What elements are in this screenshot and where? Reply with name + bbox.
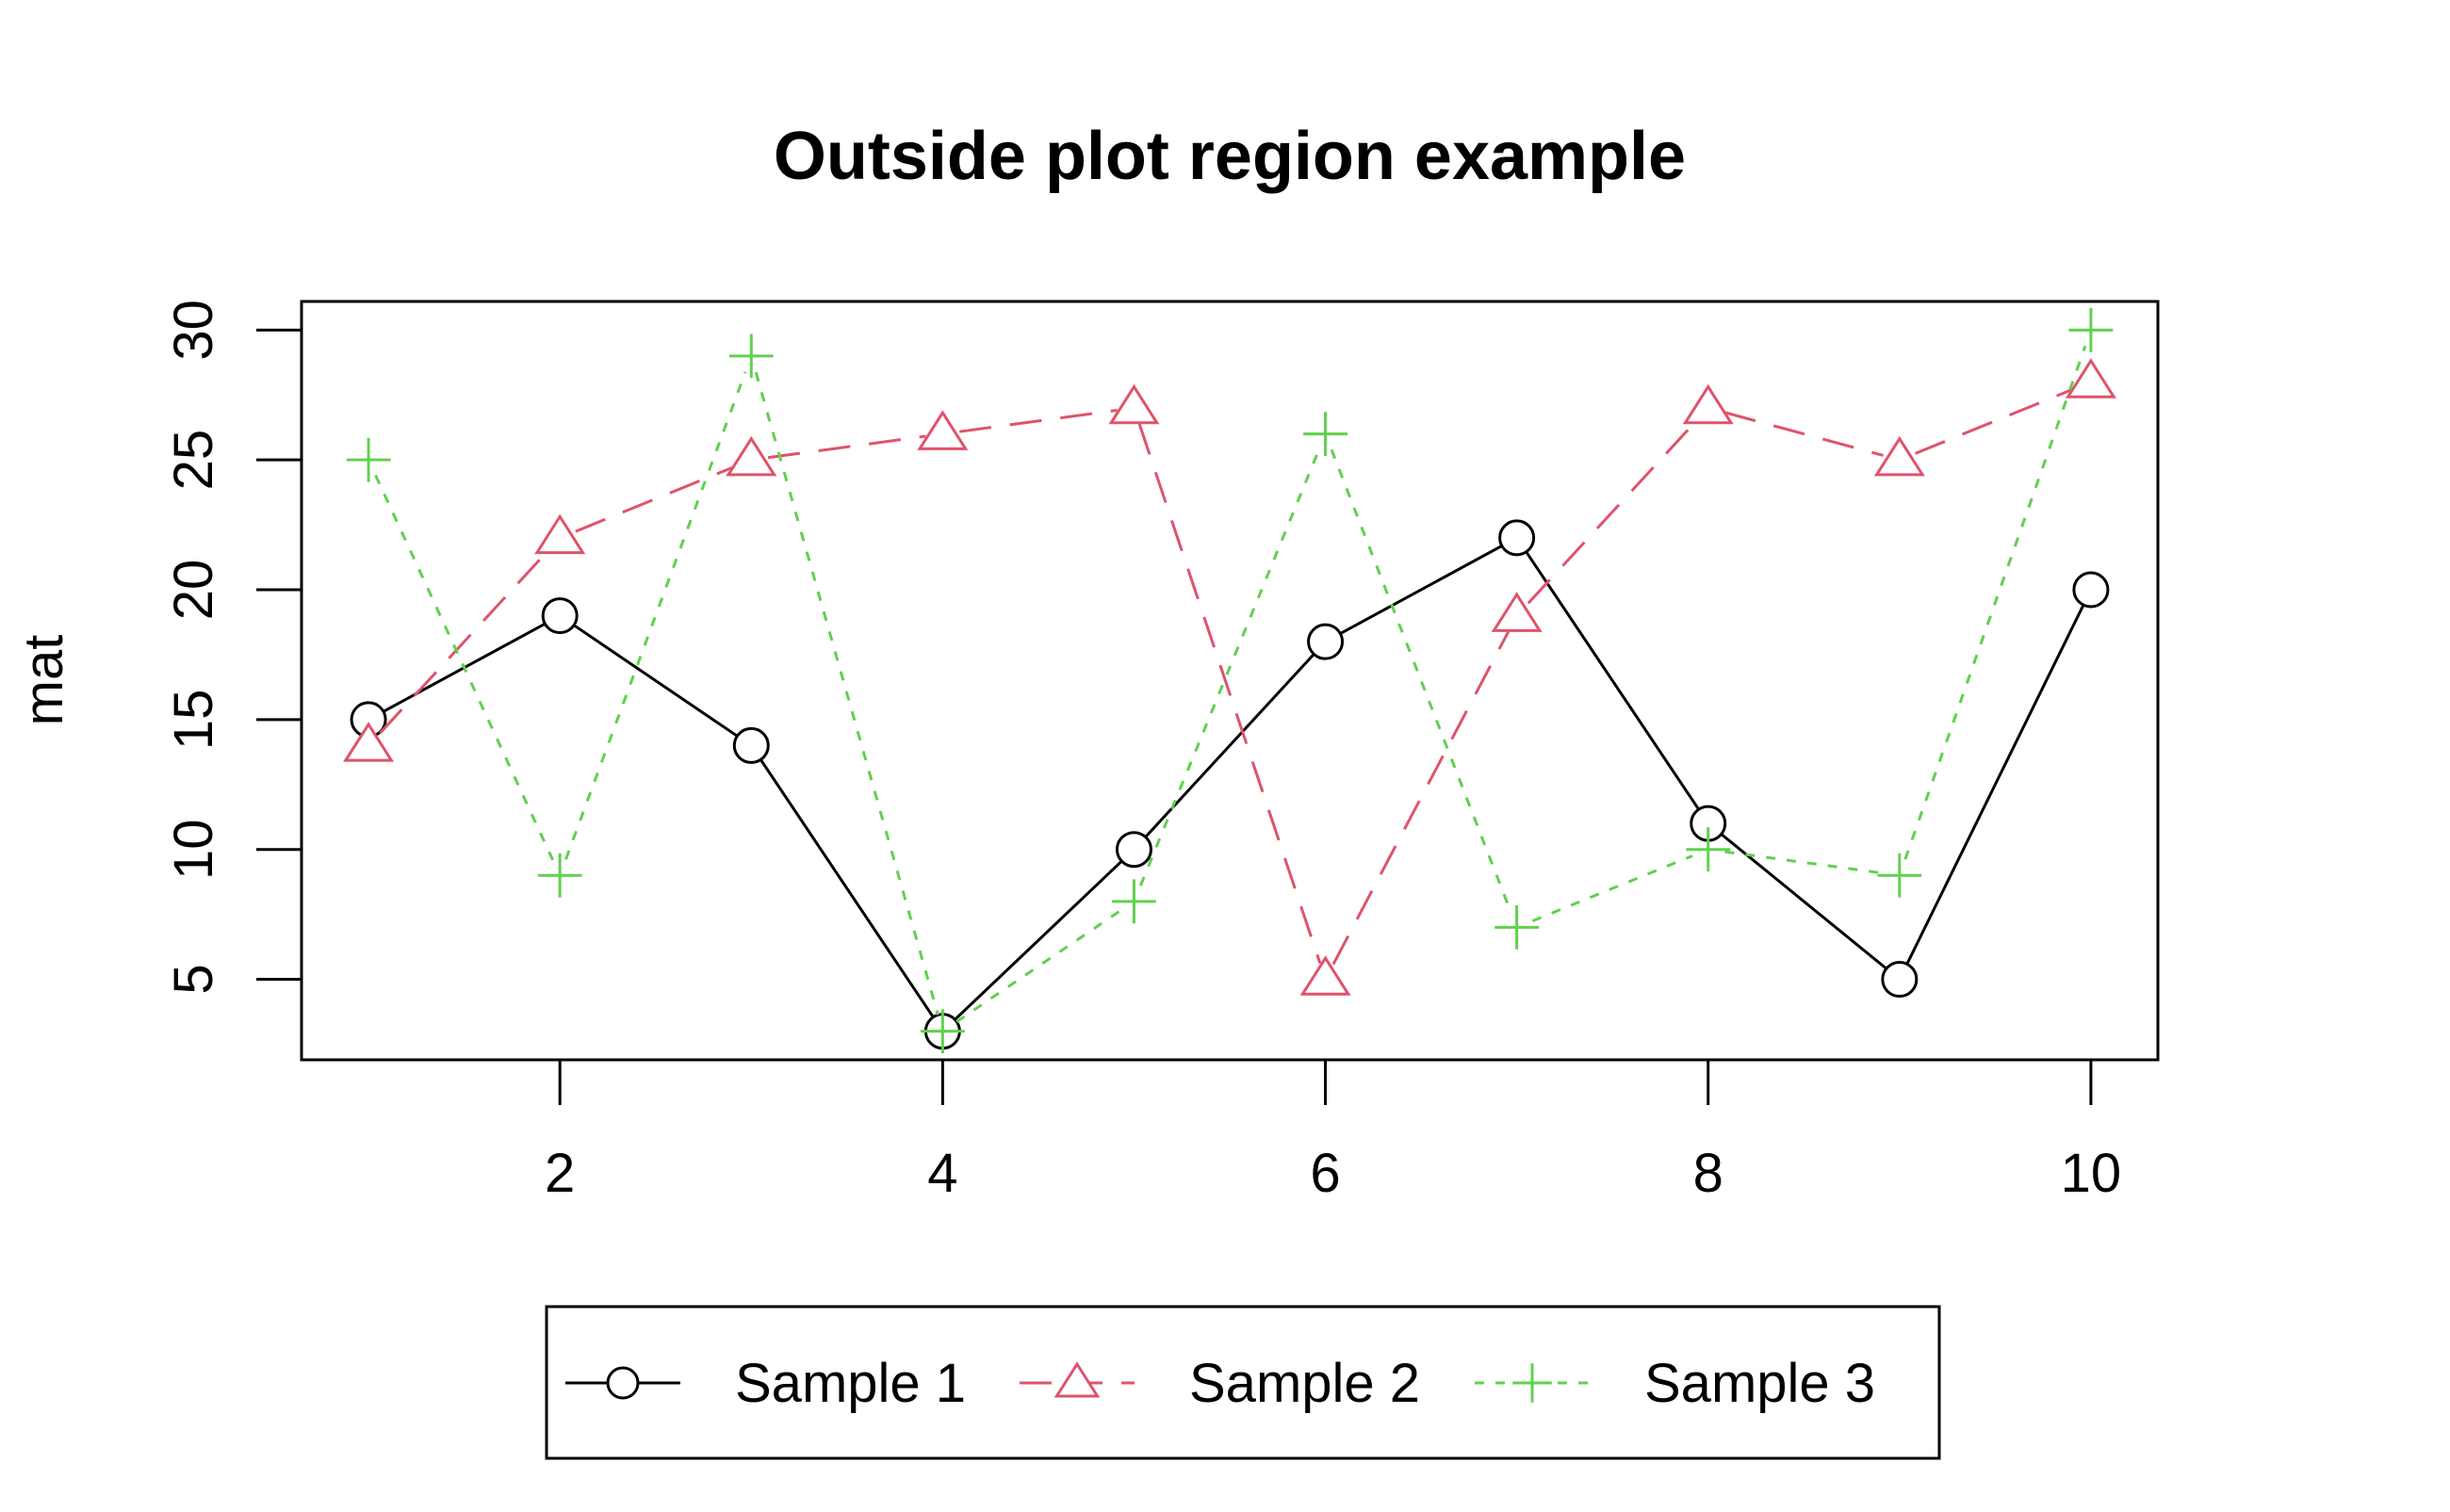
y-axis: 5 10 15 20 25 30 xyxy=(163,300,303,995)
series-line-segment xyxy=(1531,854,1693,923)
series-line-segment xyxy=(1138,448,1321,886)
series-line-segment xyxy=(1905,604,2085,966)
series-layer xyxy=(343,307,2116,1054)
data-point xyxy=(726,435,777,477)
series-line-segment xyxy=(1723,411,1884,457)
series-line-segment xyxy=(1339,545,1503,635)
x-tick-label: 8 xyxy=(1693,1143,1723,1204)
data-point xyxy=(1491,592,1543,632)
series-line-segment xyxy=(956,909,1121,1023)
data-point xyxy=(1512,1363,1552,1403)
series-line-segment xyxy=(754,371,939,1016)
y-tick-label: 30 xyxy=(163,300,224,361)
x-tick-label: 6 xyxy=(1310,1143,1340,1204)
series-line-segment xyxy=(1144,653,1315,838)
series-line-segment xyxy=(374,474,555,861)
legend-label: Sample 2 xyxy=(1189,1353,1420,1414)
legend-entry-3: Sample 3 xyxy=(1475,1353,1875,1414)
data-point xyxy=(1686,827,1731,872)
x-tick-label: 10 xyxy=(2061,1143,2122,1204)
series-line-segment xyxy=(1724,850,1884,875)
data-point xyxy=(534,513,586,555)
data-point xyxy=(1115,831,1152,869)
y-tick-label: 5 xyxy=(163,964,224,994)
series-line-segment xyxy=(564,371,747,860)
y-tick-label: 25 xyxy=(163,430,224,491)
series-line-segment xyxy=(1720,833,1887,970)
data-point xyxy=(1682,383,1734,425)
data-point xyxy=(537,853,582,898)
series-line-segment xyxy=(1331,629,1511,966)
data-point xyxy=(1299,955,1351,996)
series-3 xyxy=(346,307,2114,1054)
y-tick-label: 10 xyxy=(163,819,224,880)
plot-area-frame xyxy=(300,300,2160,1062)
series-line-segment xyxy=(573,624,739,738)
x-tick-label: 4 xyxy=(927,1143,957,1204)
data-point xyxy=(728,333,774,379)
data-point xyxy=(2065,358,2116,398)
series-2 xyxy=(343,358,2116,996)
series-line-segment xyxy=(1527,419,1698,605)
data-point xyxy=(541,597,579,635)
legend-entry-2: Sample 2 xyxy=(1020,1353,1420,1414)
data-point xyxy=(606,1366,640,1400)
data-point xyxy=(1494,905,1540,950)
data-point xyxy=(1054,1361,1101,1398)
data-point xyxy=(2072,571,2110,609)
data-point xyxy=(917,410,969,450)
legend-box xyxy=(545,1305,1941,1460)
series-line-segment xyxy=(1903,345,2087,860)
data-point xyxy=(732,726,770,764)
series-line-segment xyxy=(767,434,926,460)
y-tick-label: 20 xyxy=(163,560,224,621)
series-line-segment xyxy=(1525,550,1700,811)
chart-title: Outside plot region example xyxy=(774,119,1686,194)
series-line-segment xyxy=(1137,423,1322,964)
data-point xyxy=(343,722,395,762)
series-line-segment xyxy=(379,549,550,735)
data-point xyxy=(1877,853,1922,898)
data-point xyxy=(1108,383,1160,425)
data-point xyxy=(1498,519,1536,557)
legend: Sample 1 Sample 2 Sample 3 xyxy=(545,1305,1941,1460)
series-1 xyxy=(350,519,2110,1050)
series-line-segment xyxy=(1914,386,2076,455)
data-point xyxy=(2068,307,2114,352)
series-line-segment xyxy=(958,408,1118,433)
data-point xyxy=(346,437,391,482)
legend-label: Sample 3 xyxy=(1644,1353,1875,1414)
data-point xyxy=(1303,412,1348,456)
series-line-segment xyxy=(575,464,737,533)
legend-label: Sample 1 xyxy=(735,1353,966,1414)
x-axis: 2 4 6 8 10 xyxy=(545,1058,2122,1204)
data-point xyxy=(1112,879,1156,924)
data-point xyxy=(1307,623,1345,660)
series-line-segment xyxy=(954,860,1123,1021)
data-point xyxy=(1881,961,1919,999)
legend-entry-1: Sample 1 xyxy=(565,1353,966,1414)
series-line-segment xyxy=(760,758,935,1018)
data-point xyxy=(920,1009,965,1054)
x-tick-label: 2 xyxy=(545,1143,575,1204)
y-axis-title: mat xyxy=(13,635,74,726)
data-point xyxy=(1873,435,1925,477)
y-tick-label: 15 xyxy=(163,690,224,751)
